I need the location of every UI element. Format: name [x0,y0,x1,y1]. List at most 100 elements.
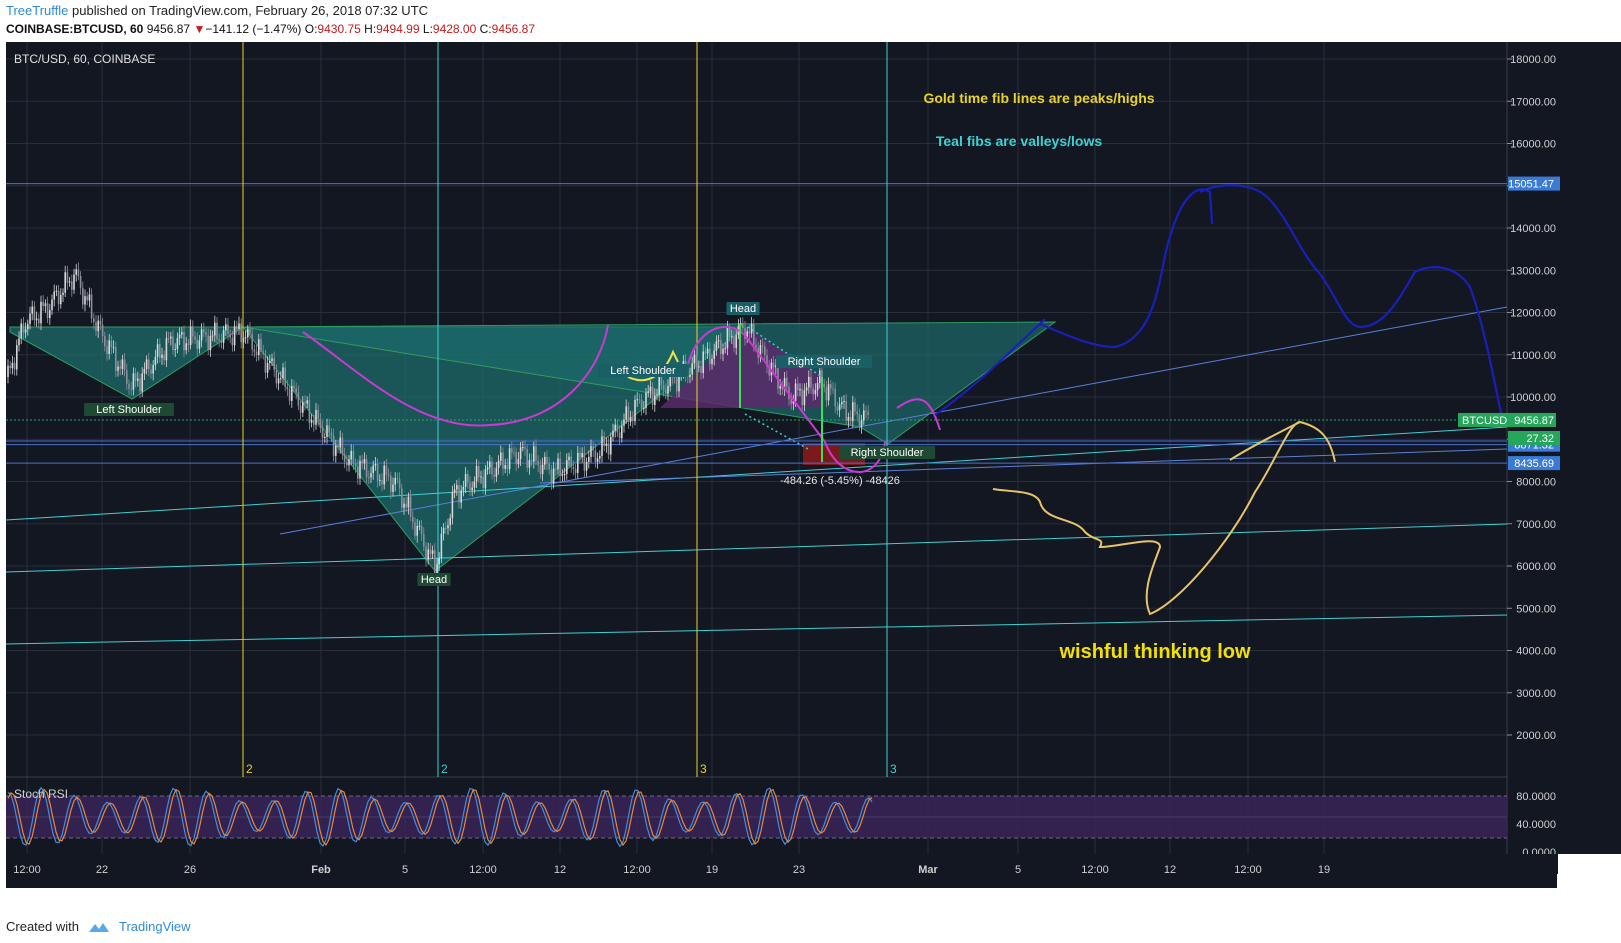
candle-body [27,323,29,330]
price-axis[interactable]: 18000.0017000.0016000.0015000.0014000.00… [1458,42,1621,859]
candle-body [605,443,608,446]
candle-body [145,359,148,369]
candle-body [766,355,768,367]
candle-body [467,473,469,483]
candle-body [478,466,480,478]
y-tick-label: 5000.00 [1516,603,1556,615]
candle-body [370,473,372,478]
candle-body [251,333,253,350]
candle-body [121,359,124,369]
candle-body [792,400,795,404]
candle-body [42,301,44,306]
candle-body [431,550,434,554]
candle-body [49,310,51,318]
candle-body [244,337,247,339]
candle-body [115,347,117,371]
rsi-y-tick-label: 40.0000 [1516,819,1556,831]
candle-body [253,349,256,352]
candle-body [720,340,722,355]
author-link[interactable]: TreeTruffle [6,3,69,18]
candle-body [22,323,25,333]
candle-body [830,384,832,389]
candle-body [827,384,830,401]
measure-label: -484.26 (-5.45%) -48426 [780,475,900,487]
x-tick-label: 5 [1015,864,1021,876]
candle-body [724,348,726,350]
candle-body [44,303,47,306]
y-tick-label: 12000.00 [1510,308,1556,320]
x-tick-label: 26 [184,864,196,876]
candle-body [491,461,493,475]
candle-body [79,275,82,288]
candle-body [84,296,86,305]
candle-body [123,359,126,371]
candle-body [196,339,198,349]
annotation-wishful: wishful thinking low [1058,641,1251,663]
candle-body [506,465,509,470]
candle-body [662,385,665,390]
candle-body [665,389,667,394]
x-tick-label: 12 [554,864,566,876]
candle-body [607,443,610,455]
candle-body [200,329,203,341]
candle-body [497,460,500,468]
candle-body [330,432,333,436]
candle-body [66,272,69,283]
candle-body [779,385,781,389]
x-tick-label: 19 [1318,864,1330,876]
candle-body [625,406,627,420]
candle-body [634,399,636,422]
x-tick-label: 19 [706,864,718,876]
candle-body [218,339,220,341]
candle-body [394,477,396,485]
candle-body [209,336,212,351]
candle-body [423,534,425,547]
candle-body [482,476,484,489]
tradingview-link[interactable]: TradingView [118,919,191,934]
candle-body [632,417,634,422]
candle-body [847,417,850,421]
candle-body [242,337,245,343]
candle-body [90,294,93,319]
candle-body [192,326,194,337]
candle-body [357,466,359,479]
candle-body [495,467,498,477]
candle-body [810,376,812,389]
y-tick-label: 11000.00 [1511,350,1556,362]
level-tag-label: 8435.69 [1514,458,1554,470]
candle-body [24,329,27,333]
candle-body [557,458,559,470]
candle-body [258,339,260,356]
time-axis[interactable]: 12:00 22 26 Feb 5 12:00 12 12:00 19 23 Mar 5 12:00 12… [6,854,1558,876]
candle-body [220,340,223,343]
candle-body [46,303,49,318]
x-tick-label: 12 [1164,864,1176,876]
last-price-value: 9456.87 [1514,415,1554,427]
candle-body [563,473,566,475]
candle-body [359,460,361,479]
candle-body [819,370,821,383]
candle-body [561,474,564,476]
y-tick-label: 7000.00 [1516,519,1556,531]
candle-body [486,467,489,470]
candles [7,262,869,582]
candle-body [511,448,513,453]
candle-body [656,394,658,396]
candle-body [139,378,141,392]
candle-body [517,458,520,465]
candle-body [702,351,704,373]
level-tag-label: 15051.47 [1508,179,1554,191]
candle-body [834,388,836,407]
candle-body [150,369,152,374]
candle-body [667,386,669,394]
candle-body [460,490,462,503]
candle-body [579,452,581,457]
candle-body [475,466,478,482]
candle-body [693,354,696,364]
candle-body [165,338,168,361]
candle-body [134,373,137,381]
x-tick-label: 12:00 [469,864,497,876]
candle-body [211,335,214,337]
candle-body [513,452,515,454]
